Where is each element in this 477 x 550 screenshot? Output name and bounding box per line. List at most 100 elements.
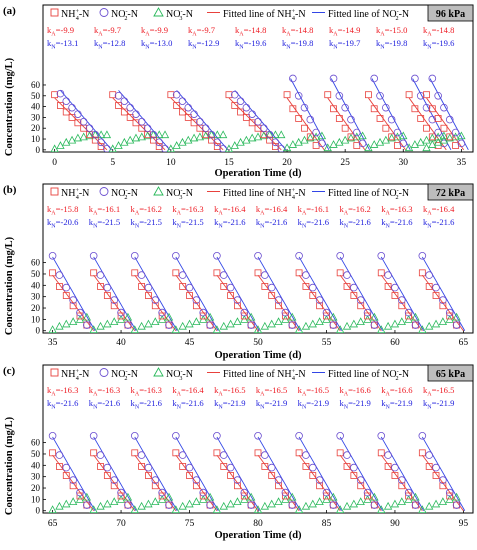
no3-point — [323, 143, 332, 152]
no2-point — [96, 271, 105, 279]
no2-point — [382, 103, 390, 112]
k-a-label-k: k — [339, 385, 344, 395]
no3-point — [377, 505, 386, 513]
no2-point — [117, 308, 125, 317]
no2-point — [172, 432, 180, 440]
k-n-label-sub: N — [302, 405, 307, 411]
legend-no2-label-base: NO — [111, 369, 125, 380]
nh4-point — [227, 472, 235, 479]
no3-point — [219, 501, 228, 510]
legend-nh4-marker — [50, 187, 59, 196]
k-a-label-sub: A — [177, 392, 182, 398]
legend-no3-marker — [153, 367, 164, 377]
nh4-point — [90, 269, 98, 277]
legend-no3-label: NO-3-N — [166, 187, 193, 201]
no3-point — [404, 143, 414, 152]
k-n-label-sub: N — [239, 45, 244, 51]
no3-point — [110, 317, 119, 326]
no3-point — [130, 325, 139, 333]
no2-point — [56, 89, 65, 98]
no2-point — [226, 283, 235, 292]
no2-point — [151, 296, 160, 304]
no3-point — [418, 325, 427, 333]
legend-nh4-label-tail: -N — [79, 188, 90, 199]
x-tick-label: 60 — [390, 338, 400, 348]
y-tick-label: 20 — [31, 483, 41, 493]
k-n-label-k: k — [131, 217, 136, 227]
no2-point — [68, 103, 76, 112]
k-a-label-eq: =-15.0 — [385, 25, 408, 35]
legend-no2-marker — [99, 8, 109, 17]
k-n-label-k: k — [172, 398, 177, 408]
no2-point — [110, 296, 119, 304]
x-tick-label: 45 — [185, 338, 195, 348]
no2-point — [363, 488, 372, 497]
k-a-label-sub: A — [51, 211, 56, 217]
no3-point — [410, 140, 420, 148]
no2-point — [356, 476, 365, 484]
k-n-label-eq: =-19.7 — [338, 38, 361, 48]
no3-point — [219, 321, 228, 330]
k-n-label-k: k — [47, 398, 52, 408]
nh4-point — [423, 91, 430, 99]
no2-point — [384, 451, 392, 459]
nh4-point — [254, 449, 262, 457]
legend-fit-nh4-label-tail: -N — [295, 369, 306, 380]
no3-point — [425, 501, 434, 510]
no2-point — [434, 91, 442, 100]
no2-point — [151, 476, 160, 484]
k-n-label-eq: =-21.9 — [223, 398, 246, 408]
no3-point — [55, 321, 64, 330]
k-a-label-k: k — [381, 204, 386, 214]
y-axis-label: Concentration (mg/L) — [4, 57, 15, 156]
nh4-point — [309, 292, 317, 299]
y-tick-label: 30 — [31, 112, 41, 122]
no3-point — [73, 133, 83, 142]
k-a-label-k: k — [298, 204, 303, 214]
k-n-label-sub: N — [51, 405, 56, 411]
nh4-point — [110, 482, 118, 490]
no3-point — [452, 312, 461, 321]
nh4-point — [237, 108, 244, 116]
no2-point — [445, 488, 454, 497]
fit-nh4-line — [327, 97, 366, 151]
k-n-label-eq: =-19.6 — [432, 38, 455, 48]
nh4-point — [371, 321, 378, 329]
no3-point — [387, 133, 396, 142]
no2-point — [387, 115, 396, 124]
legend-no2-label-sub: 2 — [124, 194, 127, 201]
no2-point — [117, 488, 125, 497]
legend-nh4-label-base: NH — [61, 369, 75, 380]
no2-point — [391, 463, 399, 472]
k-n-label-k: k — [47, 38, 52, 48]
nh4-point — [268, 472, 276, 479]
no2-point — [411, 501, 420, 509]
nh4-point — [151, 482, 159, 490]
no2-point — [341, 103, 349, 112]
nh4-point — [68, 114, 76, 121]
no3-point — [144, 499, 153, 508]
no2-point — [132, 110, 140, 118]
no2-point — [457, 139, 466, 148]
x-tick-label: 40 — [116, 338, 126, 348]
k-a-label: kA=-16.3 — [47, 385, 78, 398]
nh4-point — [167, 91, 175, 99]
nh4-point — [306, 133, 314, 141]
x-tick-label: 70 — [116, 519, 126, 529]
nh4-point — [288, 501, 296, 509]
k-n-label: kN=-19.7 — [329, 38, 361, 51]
no3-point — [213, 130, 222, 139]
no3-point — [155, 130, 164, 139]
plot-frame — [42, 4, 474, 153]
y-tick-label: 50 — [31, 269, 41, 279]
x-tick-label: 25 — [340, 158, 350, 168]
no3-point — [166, 144, 175, 152]
legend-nh4-label-sub: 4 — [76, 375, 79, 382]
no3-point — [189, 133, 199, 142]
no3-point — [151, 497, 160, 506]
no3-point — [110, 497, 119, 506]
k-a-label-eq: =-16.1 — [306, 204, 329, 214]
k-a-label-k: k — [47, 385, 52, 395]
legend-fit-no2-label: Fitted line of NO-2-N — [328, 368, 409, 382]
